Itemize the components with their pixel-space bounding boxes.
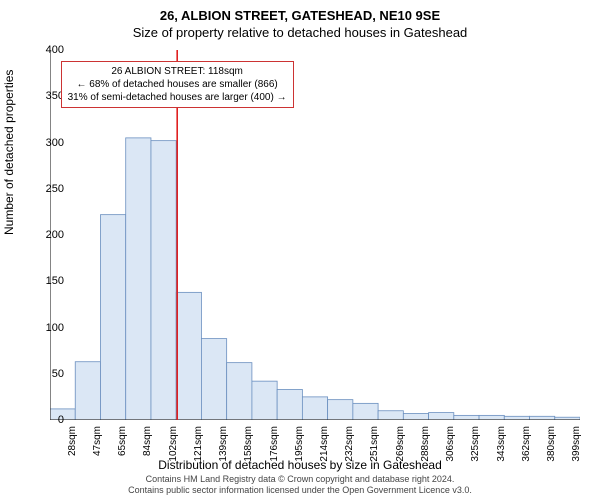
y-tick-label: 300 (46, 137, 64, 149)
y-tick-label: 100 (46, 322, 64, 334)
histogram-bar (378, 411, 403, 420)
x-tick-label: 47sqm (92, 426, 103, 456)
y-tick-label: 0 (58, 414, 64, 426)
x-tick-label: 121sqm (193, 426, 204, 462)
histogram-bar (353, 403, 378, 420)
histogram-bar (201, 339, 226, 420)
y-tick-label: 400 (46, 44, 64, 56)
x-tick-label: 65sqm (117, 426, 128, 456)
histogram-bar (429, 413, 454, 420)
x-tick-label: 380sqm (546, 426, 557, 462)
x-tick-label: 251sqm (369, 426, 380, 462)
x-tick-label: 269sqm (395, 426, 406, 462)
x-tick-label: 288sqm (420, 426, 431, 462)
histogram-bar (479, 415, 504, 420)
x-tick-label: 325sqm (470, 426, 481, 462)
histogram-bar (176, 292, 201, 420)
x-tick-label: 139sqm (218, 426, 229, 462)
x-tick-label: 28sqm (67, 426, 78, 456)
x-tick-label: 343sqm (496, 426, 507, 462)
chart-subtitle: Size of property relative to detached ho… (0, 23, 600, 40)
annotation-line: 26 ALBION STREET: 118sqm (68, 65, 287, 78)
x-tick-label: 195sqm (294, 426, 305, 462)
x-tick-label: 362sqm (521, 426, 532, 462)
annotation-line: ← 68% of detached houses are smaller (86… (68, 78, 287, 91)
y-axis-label: Number of detached properties (2, 70, 16, 235)
histogram-bar (252, 381, 277, 420)
histogram-bar (227, 363, 252, 420)
copyright-line: Contains HM Land Registry data © Crown c… (0, 474, 600, 485)
histogram-bar (126, 138, 151, 420)
histogram-bar (454, 415, 479, 420)
x-tick-label: 84sqm (142, 426, 153, 456)
histogram-bar (302, 397, 327, 420)
chart-title: 26, ALBION STREET, GATESHEAD, NE10 9SE (0, 0, 600, 23)
y-tick-label: 200 (46, 229, 64, 241)
x-tick-label: 306sqm (445, 426, 456, 462)
x-tick-label: 158sqm (243, 426, 254, 462)
y-tick-label: 50 (52, 368, 64, 380)
y-tick-label: 150 (46, 275, 64, 287)
histogram-bar (277, 389, 302, 420)
histogram-bar (100, 215, 125, 420)
x-tick-label: 399sqm (571, 426, 582, 462)
annotation-box: 26 ALBION STREET: 118sqm← 68% of detache… (61, 61, 294, 108)
histogram-bar (75, 362, 100, 420)
copyright-line: Contains public sector information licen… (0, 485, 600, 496)
histogram-bar (151, 141, 176, 420)
annotation-line: 31% of semi-detached houses are larger (… (68, 91, 287, 104)
x-tick-label: 176sqm (269, 426, 280, 462)
x-tick-label: 102sqm (168, 426, 179, 462)
y-tick-label: 250 (46, 183, 64, 195)
histogram-bar (403, 414, 428, 420)
histogram-bar (328, 400, 353, 420)
copyright-text: Contains HM Land Registry data © Crown c… (0, 474, 600, 496)
x-tick-label: 232sqm (344, 426, 355, 462)
x-tick-label: 214sqm (319, 426, 330, 462)
